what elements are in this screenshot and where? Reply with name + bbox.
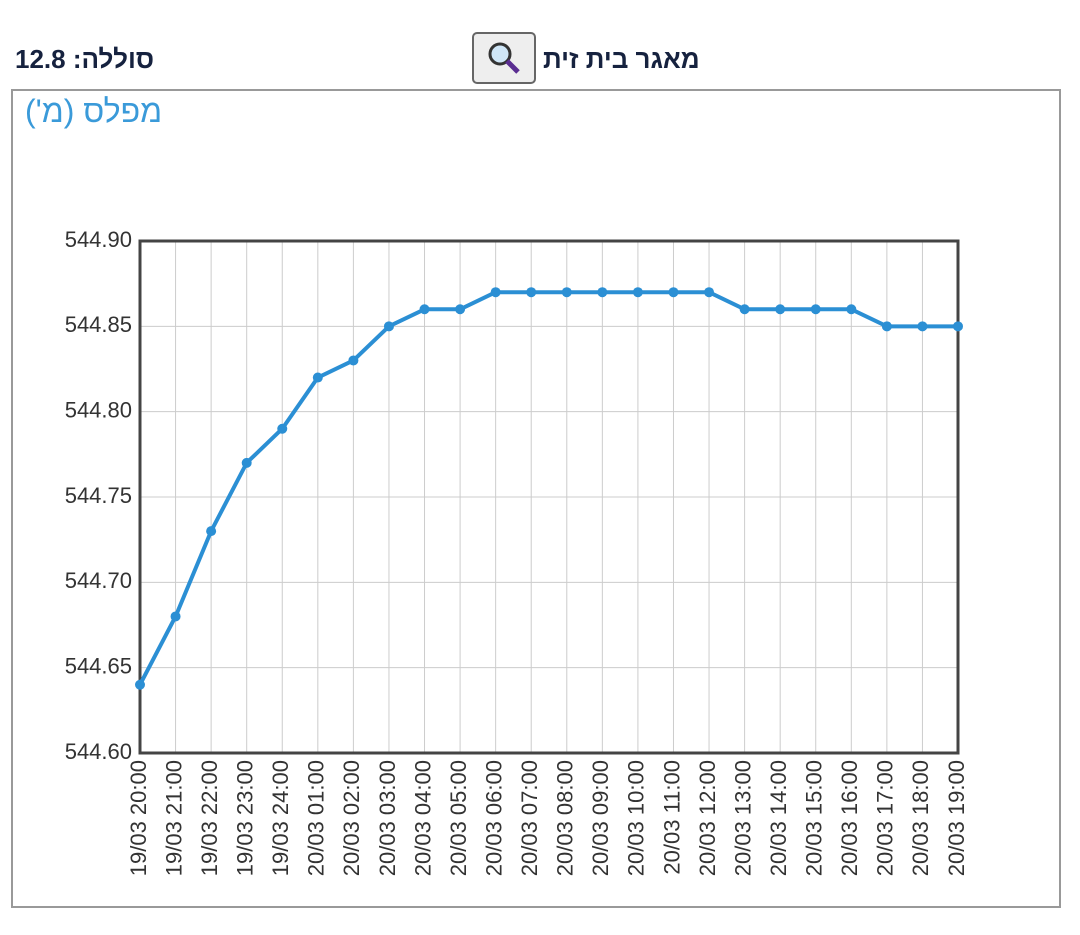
data-point [597,287,608,298]
x-tick-label: 20/03 11:00 [659,760,684,875]
chart-panel [11,89,1061,908]
data-point [632,287,643,298]
x-tick-label: 19/03 24:00 [268,760,293,876]
y-tick-label: 544.60 [65,739,132,764]
x-tick-label: 20/03 09:00 [588,760,613,876]
data-point [490,287,501,298]
x-tick-label: 20/03 12:00 [695,760,720,876]
x-tick-label: 20/03 19:00 [944,760,969,876]
data-point [419,304,430,315]
data-point [135,679,145,690]
x-tick-label: 20/03 06:00 [481,760,506,876]
x-tick-label: 20/03 17:00 [873,760,898,876]
x-tick-label: 20/03 13:00 [730,760,755,876]
magnifier-icon[interactable] [488,42,512,66]
x-tick-label: 20/03 18:00 [908,760,933,876]
station-name: מאגר בית זית [543,44,700,74]
x-tick-label: 20/03 07:00 [517,760,542,876]
y-tick-label: 544.80 [65,397,132,422]
x-tick-label: 19/03 22:00 [197,760,222,876]
data-point [846,304,857,315]
data-point [704,287,715,298]
magnifier-handle[interactable] [505,59,520,74]
data-point [206,526,217,537]
x-tick-label: 20/03 16:00 [837,760,862,876]
data-point [668,287,679,298]
data-point [739,304,750,315]
data-point [277,423,288,434]
x-tick-label: 20/03 10:00 [624,760,649,876]
x-tick-label: 19/03 20:00 [126,760,151,876]
data-point [881,321,892,332]
x-tick-label: 20/03 03:00 [375,760,400,876]
x-tick-label: 19/03 21:00 [161,760,186,876]
x-tick-label: 20/03 15:00 [802,760,827,876]
search-button[interactable] [472,32,536,84]
y-tick-label: 544.90 [65,227,132,252]
data-point [383,321,394,332]
x-tick-label: 20/03 02:00 [339,760,364,876]
data-point [917,321,928,332]
data-point [348,355,359,366]
data-point [953,321,963,332]
battery-label: סוללה: 12.8 [15,44,155,74]
data-line [138,290,958,686]
x-tick-label: 20/03 05:00 [446,760,471,876]
data-point [561,287,572,298]
data-point [170,611,181,622]
x-tick-label: 19/03 23:00 [233,760,258,876]
data-point [526,287,537,298]
y-tick-label: 544.75 [65,483,132,508]
y-tick-label: 544.70 [65,568,132,593]
data-point [312,372,323,383]
data-point [810,304,821,315]
chart-title: מפלס (מ') [25,93,163,129]
data-point [455,304,466,315]
x-tick-label: 20/03 08:00 [553,760,578,876]
data-point [241,457,252,468]
y-tick-label: 544.65 [65,653,132,678]
x-tick-label: 20/03 14:00 [766,760,791,876]
y-tick-label: 544.85 [65,312,132,337]
plot-frame [138,239,960,755]
x-tick-label: 20/03 04:00 [410,760,435,876]
data-point [775,304,786,315]
x-tick-label: 20/03 01:00 [304,760,329,876]
